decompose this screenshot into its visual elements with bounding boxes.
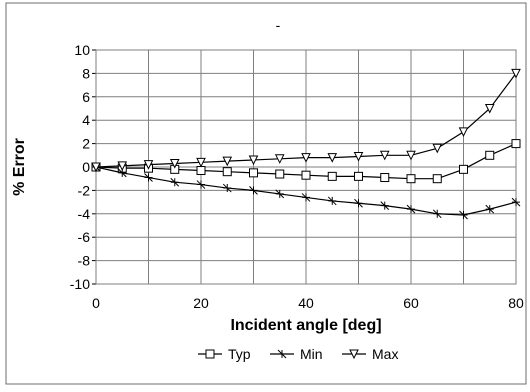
data-point-min	[222, 183, 232, 193]
data-point-min	[380, 201, 390, 210]
legend-marker	[349, 349, 359, 360]
legend-item-typ: Typ	[198, 346, 251, 362]
data-point-max	[169, 158, 180, 169]
data-point-min	[511, 197, 521, 207]
legend-marker	[205, 349, 215, 359]
x-tick-label: 0	[92, 295, 100, 311]
y-tick-label: 10	[74, 42, 90, 58]
data-point-min	[249, 186, 258, 195]
series-max	[91, 68, 521, 173]
data-point-max	[143, 160, 154, 170]
legend-label: Min	[300, 346, 323, 362]
data-point-max	[432, 143, 443, 154]
data-point-typ	[354, 171, 363, 181]
data-point-typ	[249, 168, 258, 178]
legend: Typ Min Max	[198, 346, 398, 362]
y-tick-label: -6	[78, 229, 91, 245]
data-point-max	[222, 156, 233, 167]
data-point-typ	[222, 167, 232, 177]
data-point-min	[406, 204, 416, 214]
x-axis-title: Incident angle [deg]	[230, 317, 381, 334]
data-point-typ	[327, 171, 337, 181]
data-point-typ	[485, 150, 495, 160]
data-point-max	[301, 153, 311, 163]
series-layer	[91, 68, 521, 220]
data-point-min	[275, 189, 285, 199]
data-point-typ	[432, 174, 442, 184]
y-tick-label: 0	[82, 159, 90, 175]
data-point-max	[91, 162, 101, 173]
data-point-max	[511, 68, 521, 79]
data-point-max	[484, 104, 495, 114]
y-axis-title: % Error	[11, 138, 28, 196]
legend-item-min: Min	[270, 346, 323, 362]
data-point-max	[327, 153, 338, 163]
legend-label: Typ	[228, 346, 251, 362]
series-min	[91, 162, 521, 220]
data-point-min	[485, 204, 495, 214]
data-point-typ	[459, 164, 468, 174]
legend-marker	[277, 349, 287, 359]
data-point-min	[354, 198, 363, 208]
y-tick-label: -8	[78, 253, 91, 269]
y-tick-label: 8	[82, 65, 90, 81]
legend-label: Max	[372, 346, 398, 362]
grid-lines	[92, 49, 517, 285]
data-point-max	[274, 154, 285, 164]
data-point-max	[196, 157, 206, 168]
chart-title: -	[276, 17, 281, 33]
y-tick-label: -2	[78, 182, 91, 198]
y-tick-label: 6	[82, 89, 90, 105]
data-point-typ	[406, 174, 416, 184]
data-point-max	[117, 161, 128, 171]
data-point-typ	[275, 169, 285, 179]
data-point-max	[248, 155, 259, 166]
data-point-max	[406, 150, 416, 161]
y-tick-label: -4	[78, 206, 91, 222]
data-point-typ	[380, 173, 390, 183]
data-point-min	[301, 193, 311, 202]
data-point-typ	[511, 139, 521, 149]
y-tick-label: 2	[82, 136, 90, 152]
data-point-min	[170, 177, 180, 187]
x-tick-label: 80	[508, 295, 524, 311]
x-tick-label: 20	[193, 295, 209, 311]
data-point-min	[144, 173, 153, 182]
y-tick-label: -10	[70, 276, 90, 292]
y-tick-label: 4	[82, 112, 90, 128]
data-point-typ	[196, 166, 206, 176]
data-point-max	[379, 150, 390, 161]
data-point-max	[353, 151, 364, 162]
legend-item-max: Max	[342, 346, 398, 362]
data-point-min	[327, 196, 337, 206]
data-point-typ	[301, 170, 311, 180]
x-tick-label: 40	[298, 295, 314, 311]
data-point-min	[459, 210, 468, 220]
data-point-max	[458, 127, 469, 138]
data-point-min	[432, 209, 442, 219]
data-point-min	[196, 180, 206, 189]
x-tick-label: 60	[403, 295, 419, 311]
